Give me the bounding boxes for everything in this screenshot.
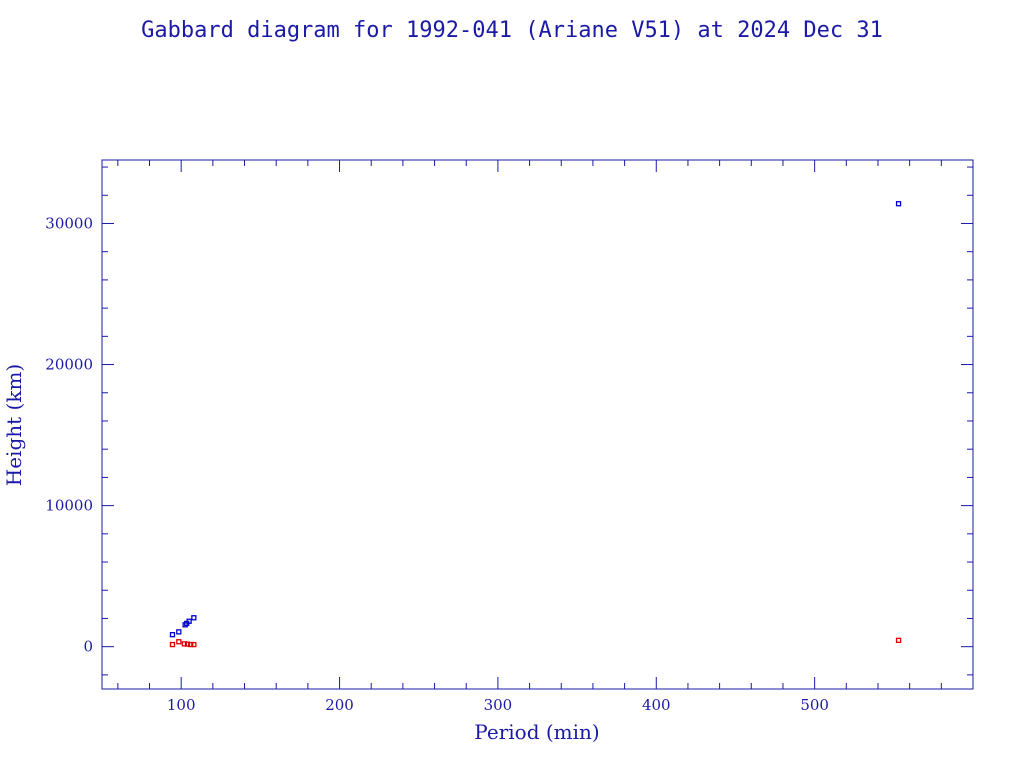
- axis-tick-labels: 100 200 300 400 500 0 10000 20000 30000: [45, 214, 829, 714]
- data-point-series-2: [184, 641, 191, 647]
- axis-ticks: [102, 160, 974, 689]
- x-tick-label: 100: [167, 696, 196, 714]
- data-point-series-1: [895, 201, 902, 207]
- data-point-series-2: [191, 641, 197, 648]
- y-tick-label: 30000: [45, 214, 93, 232]
- y-tick-label: 20000: [45, 356, 93, 374]
- data-points: [169, 201, 902, 648]
- x-axis-label: Period (min): [474, 720, 599, 744]
- data-point-series-2: [188, 641, 194, 648]
- y-axis-label: Height (km): [2, 364, 26, 486]
- x-tick-label: 400: [642, 696, 671, 714]
- chart-title: Gabbard diagram for 1992-041 (Ariane V51…: [141, 18, 883, 43]
- x-tick-label: 500: [800, 696, 829, 714]
- data-point-series-2: [895, 637, 902, 643]
- data-point-series-2: [176, 639, 182, 645]
- y-tick-label: 10000: [45, 497, 93, 515]
- data-point-series-1: [176, 629, 182, 635]
- y-tick-label: 0: [83, 638, 93, 656]
- data-point-series-1: [186, 618, 192, 624]
- data-point-series-1: [191, 615, 197, 621]
- data-point-series-2: [169, 641, 176, 648]
- x-tick-label: 300: [484, 696, 513, 714]
- data-point-series-2: [181, 641, 187, 647]
- plot-frame: [101, 159, 974, 690]
- data-point-series-1: [169, 632, 176, 638]
- x-tick-label: 200: [325, 696, 354, 714]
